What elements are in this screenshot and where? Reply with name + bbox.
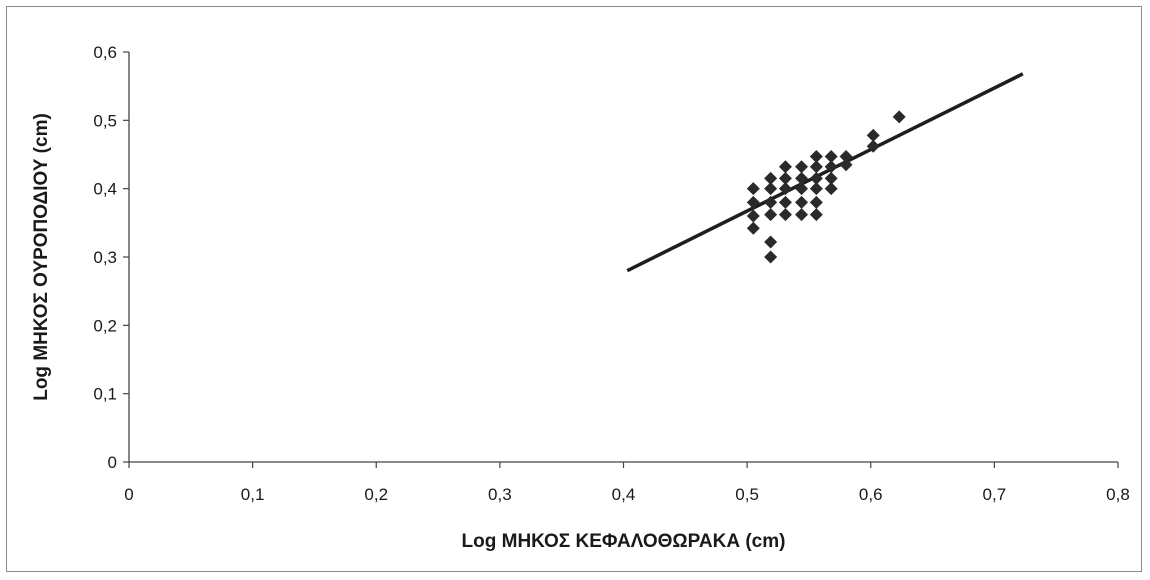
data-point	[764, 235, 778, 249]
data-point	[746, 209, 760, 223]
trendline-layer	[626, 72, 1024, 273]
y-tick-label: 0,4	[93, 180, 117, 199]
chart-frame: 0 0,1 0,2 0,3 0,4 0,5 0,6 0,7 0,8 0 0,1 0,2 0,3 0,4 0…	[6, 6, 1142, 572]
data-point	[778, 195, 792, 209]
data-point	[795, 182, 809, 196]
plot-area	[128, 52, 1118, 463]
data-point	[892, 110, 906, 124]
data-point	[764, 182, 778, 196]
data-point	[866, 139, 880, 153]
x-tick-label: 0,5	[735, 485, 759, 504]
x-tick-label: 0,2	[364, 485, 388, 504]
data-point	[809, 171, 823, 185]
data-point	[809, 150, 823, 164]
data-point	[809, 182, 823, 196]
data-point	[764, 250, 778, 264]
data-point	[809, 208, 823, 222]
data-point	[778, 208, 792, 222]
data-point	[746, 195, 760, 209]
data-point	[764, 208, 778, 222]
x-tick-label: 0	[124, 485, 133, 504]
y-tick-label: 0,6	[93, 43, 117, 62]
data-point	[839, 150, 853, 164]
data-point	[809, 195, 823, 209]
data-point	[809, 160, 823, 174]
x-tick-label: 0,7	[983, 485, 1007, 504]
x-tick-label: 0,6	[859, 485, 883, 504]
y-axis-ticks: 0 0,1 0,2 0,3 0,4 0,5 0,6	[93, 43, 129, 472]
data-point	[824, 182, 838, 196]
y-tick-label: 0,2	[93, 316, 117, 335]
data-point	[795, 160, 809, 174]
y-tick-label: 0,3	[93, 248, 117, 267]
data-point	[764, 195, 778, 209]
data-point	[795, 171, 809, 185]
data-point	[839, 158, 853, 172]
x-axis-title: Log ΜΗΚΟΣ ΚΕΦΑΛΟΘΩΡΑΚΑ (cm)	[462, 531, 786, 552]
data-point	[746, 182, 760, 196]
x-axis-ticks: 0 0,1 0,2 0,3 0,4 0,5 0,6 0,7 0,8	[124, 462, 1130, 504]
data-point	[778, 182, 792, 196]
data-points	[746, 110, 906, 264]
data-point	[824, 160, 838, 174]
data-point	[746, 221, 760, 235]
data-point	[764, 171, 778, 185]
scatter-chart: 0 0,1 0,2 0,3 0,4 0,5 0,6 0,7 0,8 00,10,20,30,40…	[31, 43, 1130, 552]
data-point	[866, 128, 880, 142]
data-point	[795, 208, 809, 222]
data-point	[824, 171, 838, 185]
y-tick-label: 0,5	[93, 111, 117, 130]
x-tick-label: 0,8	[1106, 485, 1130, 504]
y-tick-label: 0,1	[93, 385, 117, 404]
x-tick-label: 0,4	[612, 485, 636, 504]
x-tick-label: 0,3	[488, 485, 512, 504]
x-tick-label: 0,1	[241, 485, 265, 504]
data-point	[778, 160, 792, 174]
data-point	[795, 195, 809, 209]
trendline	[626, 72, 1024, 273]
y-tick-label: 0	[108, 453, 117, 472]
data-point	[778, 171, 792, 185]
data-point	[824, 150, 838, 164]
y-axis-title: Log ΜΗΚΟΣ ΟΥΡΟΠΟΔΙΟΥ (cm)	[31, 113, 52, 401]
